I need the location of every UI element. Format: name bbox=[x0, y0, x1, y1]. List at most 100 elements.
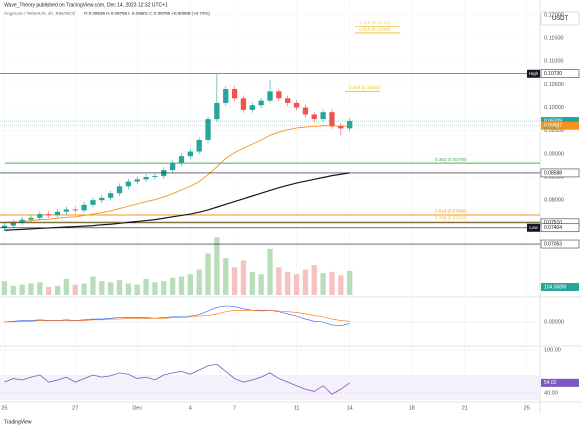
volume-bar bbox=[37, 282, 43, 295]
y-tick-label: 0.10000 bbox=[544, 105, 564, 111]
volume-bar bbox=[178, 276, 185, 295]
y-tick-label: 40.00 bbox=[544, 390, 558, 396]
volume-bar bbox=[72, 284, 78, 295]
volume-bar bbox=[329, 271, 335, 295]
price-tag-label: 0.09607 bbox=[544, 123, 562, 129]
level-label: 0.618 (0.11608) bbox=[359, 27, 391, 32]
price-tag-label: 0.07053 bbox=[544, 241, 562, 247]
candle-body bbox=[196, 139, 202, 152]
candle-body bbox=[99, 197, 105, 201]
volume-bar bbox=[90, 276, 96, 295]
volume-bar bbox=[116, 280, 123, 295]
volume-bar bbox=[46, 286, 52, 295]
symbol: Dogecoin / TetherUS, 4h, BINANCE bbox=[4, 11, 75, 16]
level-label: 1.618 (0.11750) bbox=[359, 20, 391, 25]
candle-body bbox=[320, 112, 326, 120]
y-tick-label: 0.00000 bbox=[544, 319, 564, 325]
candle-body bbox=[293, 102, 300, 108]
x-tick-label: 7 bbox=[233, 405, 236, 411]
x-tick-label: 11 bbox=[294, 405, 300, 411]
footer-brand: TradingView bbox=[4, 419, 32, 425]
level-label: 0.618 (0.10350) bbox=[349, 85, 381, 90]
volume-bar bbox=[108, 282, 114, 295]
candle-body bbox=[276, 91, 282, 99]
macd-signal bbox=[4, 309, 350, 323]
volume-bar bbox=[10, 285, 16, 295]
volume-bar bbox=[276, 267, 282, 295]
ema-line bbox=[4, 172, 350, 231]
volume-bar bbox=[240, 260, 247, 295]
volume-bar bbox=[285, 271, 291, 295]
candle-body bbox=[143, 177, 149, 180]
volume-bar bbox=[99, 281, 105, 295]
candle-body bbox=[205, 119, 211, 140]
price-tag-label: 0.09709 bbox=[544, 118, 562, 124]
tag-box bbox=[527, 69, 540, 78]
volume-bar bbox=[134, 284, 140, 295]
x-tick-label: Dec bbox=[132, 405, 142, 411]
volume-bar bbox=[125, 283, 132, 295]
rsi-band bbox=[0, 375, 540, 400]
level-label: 0.618 (0.07680) bbox=[435, 209, 467, 214]
currency[interactable]: USDT bbox=[552, 16, 569, 22]
volume-bar bbox=[338, 275, 344, 295]
volume-bar bbox=[63, 278, 70, 295]
volume-bar bbox=[152, 282, 158, 295]
price-tag-label: 0.10730 bbox=[544, 71, 562, 77]
candle-body bbox=[267, 91, 273, 101]
currency-box[interactable] bbox=[540, 11, 580, 26]
price-tag bbox=[540, 168, 580, 178]
volume-bar bbox=[267, 248, 273, 295]
x-tick-label: 21 bbox=[462, 405, 468, 411]
candle-body bbox=[347, 120, 353, 129]
volume-bar bbox=[161, 281, 167, 295]
candle-body bbox=[10, 222, 16, 226]
volume-bar bbox=[187, 274, 193, 295]
macd-macd bbox=[4, 305, 350, 326]
level-label: 0.786 (0.07530) bbox=[435, 216, 467, 221]
candle-body bbox=[81, 204, 87, 211]
y-tick-label: 0.11000 bbox=[544, 59, 563, 65]
rsi-line bbox=[4, 363, 350, 395]
y-tick-label: 100.00 bbox=[544, 347, 561, 353]
candle-body bbox=[187, 151, 193, 157]
x-tick-label: 25 bbox=[1, 405, 7, 411]
candle-body bbox=[152, 176, 158, 178]
price-tag bbox=[540, 69, 580, 79]
price-tag-label: 0.07510 bbox=[544, 220, 562, 226]
rsi-tag bbox=[541, 378, 579, 387]
volume-bar bbox=[28, 283, 34, 295]
rsi-tag-label: 54.02 bbox=[544, 380, 557, 386]
volume-bar bbox=[258, 274, 264, 295]
volume-tag bbox=[541, 283, 579, 291]
price-tag bbox=[540, 239, 580, 249]
volume-bar bbox=[249, 271, 255, 295]
y-tick-label: 0.11500 bbox=[544, 36, 563, 42]
candle-body bbox=[214, 102, 220, 120]
volume-bar bbox=[19, 284, 25, 295]
price-tag-label: 0.07404 bbox=[544, 225, 562, 231]
volume-bar bbox=[223, 258, 229, 295]
candle-body bbox=[249, 105, 255, 110]
volume-bar bbox=[231, 267, 238, 295]
candle-body bbox=[125, 181, 132, 187]
candle-body bbox=[1, 225, 8, 228]
y-tick-label: 0.08500 bbox=[544, 174, 564, 180]
x-tick-label: 25 bbox=[524, 405, 530, 411]
volume-bar bbox=[302, 269, 309, 295]
price-tag bbox=[540, 223, 580, 233]
candle-body bbox=[329, 112, 335, 127]
candle-body bbox=[108, 193, 114, 198]
x-tick-label: 4 bbox=[189, 405, 192, 411]
ohlc: O 0.09636 H 0.09758 L 0.09601 C 0.09706 … bbox=[84, 11, 210, 16]
volume-bar bbox=[311, 265, 317, 295]
candle-body bbox=[63, 209, 70, 212]
candle-body bbox=[116, 186, 123, 194]
volume-bar bbox=[169, 277, 176, 295]
price-tag bbox=[541, 117, 579, 126]
level-label: 0.382 (0.08798) bbox=[435, 157, 467, 162]
tag-label: High bbox=[529, 71, 539, 76]
tag-label: Low bbox=[529, 225, 538, 230]
candle-body bbox=[338, 126, 344, 129]
